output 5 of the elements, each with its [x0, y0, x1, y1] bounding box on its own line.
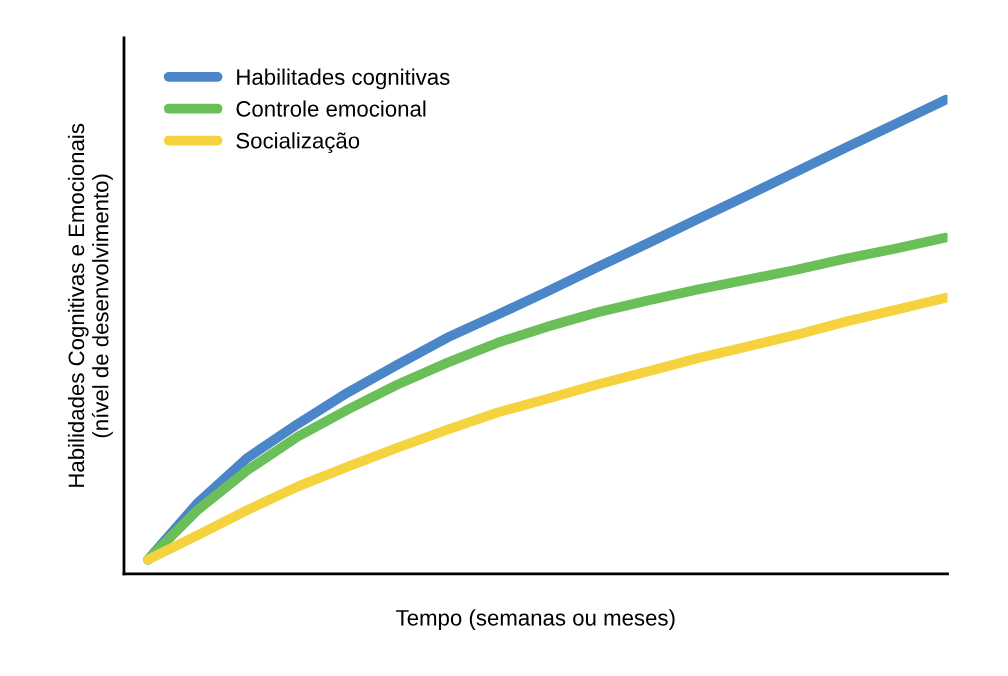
y-axis-title: Habilidades Cognitivas e Emocionais (nível de desenvolvimento) — [67, 123, 113, 487]
legend-label: Socialização — [236, 132, 360, 154]
legend-label: Habilitades cognitivas — [237, 68, 450, 90]
legend-label: Controle emocional — [236, 100, 426, 117]
x-axis-title: Tempo (semanas ou meses) — [396, 609, 675, 631]
